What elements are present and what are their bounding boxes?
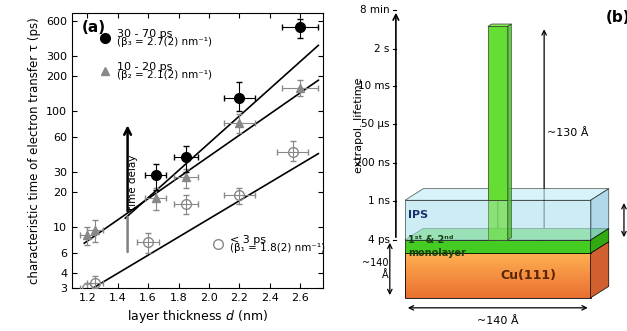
Bar bbox=[405, 200, 591, 240]
Bar bbox=[405, 264, 591, 265]
Bar bbox=[405, 254, 591, 256]
Text: ~10 Å: ~10 Å bbox=[510, 242, 545, 252]
Bar bbox=[405, 269, 591, 270]
Bar bbox=[405, 297, 591, 298]
Bar bbox=[405, 253, 591, 254]
Bar bbox=[488, 26, 508, 200]
Bar bbox=[405, 293, 591, 295]
Polygon shape bbox=[405, 242, 609, 253]
Bar bbox=[405, 291, 591, 292]
Bar bbox=[405, 275, 591, 277]
Polygon shape bbox=[591, 228, 609, 253]
Bar bbox=[405, 274, 591, 275]
Bar bbox=[405, 290, 591, 291]
Text: 30 - 70 ps: 30 - 70 ps bbox=[117, 29, 172, 39]
Y-axis label: characteristic time of electron transfer τ (ps): characteristic time of electron transfer… bbox=[28, 17, 41, 284]
Bar bbox=[405, 283, 591, 284]
Bar bbox=[405, 289, 591, 290]
Bar bbox=[405, 258, 591, 259]
Text: 10 ms: 10 ms bbox=[358, 81, 390, 91]
Text: 1ˢᵗ & 2ⁿᵈ
monolayer: 1ˢᵗ & 2ⁿᵈ monolayer bbox=[408, 235, 466, 258]
Bar bbox=[405, 268, 591, 269]
Bar bbox=[405, 262, 591, 263]
Bar bbox=[405, 260, 591, 261]
Text: 200 ns: 200 ns bbox=[355, 158, 390, 168]
Text: < 3 ps: < 3 ps bbox=[230, 235, 266, 245]
Bar bbox=[405, 282, 591, 283]
Bar bbox=[405, 284, 591, 286]
Bar bbox=[405, 253, 591, 298]
Bar bbox=[405, 256, 591, 257]
Text: (b): (b) bbox=[606, 10, 627, 25]
Bar bbox=[488, 200, 508, 240]
Text: ~140 Å: ~140 Å bbox=[477, 316, 519, 326]
Bar bbox=[405, 280, 591, 281]
Text: 2 s: 2 s bbox=[374, 44, 390, 54]
Bar bbox=[405, 292, 591, 293]
Polygon shape bbox=[405, 228, 609, 240]
Bar bbox=[405, 240, 591, 253]
Text: 50 μs: 50 μs bbox=[361, 119, 390, 129]
Bar bbox=[405, 278, 591, 279]
Bar bbox=[405, 263, 591, 264]
Text: ~130 Å: ~130 Å bbox=[547, 128, 589, 138]
Bar bbox=[405, 296, 591, 297]
Bar bbox=[405, 286, 591, 287]
Bar bbox=[405, 272, 591, 273]
Text: Cu(111): Cu(111) bbox=[500, 269, 556, 282]
Polygon shape bbox=[405, 189, 609, 200]
Bar bbox=[405, 277, 591, 278]
Bar bbox=[405, 265, 591, 267]
Bar bbox=[405, 267, 591, 268]
Bar bbox=[405, 273, 591, 274]
Text: 1 ns: 1 ns bbox=[368, 196, 390, 206]
Bar bbox=[405, 281, 591, 282]
Text: IPS: IPS bbox=[408, 210, 428, 220]
Bar bbox=[405, 270, 591, 271]
Text: ~140
Å: ~140 Å bbox=[362, 258, 388, 280]
Text: (a): (a) bbox=[82, 20, 106, 35]
Text: 10 - 20 ps: 10 - 20 ps bbox=[117, 62, 172, 72]
Text: time delay: time delay bbox=[128, 155, 138, 211]
Bar bbox=[405, 261, 591, 262]
Text: 4 ps: 4 ps bbox=[368, 235, 390, 245]
Bar bbox=[405, 287, 591, 288]
Bar bbox=[405, 288, 591, 289]
Text: (β₃ = 2.7(2) nm⁻¹): (β₃ = 2.7(2) nm⁻¹) bbox=[117, 37, 213, 47]
Bar bbox=[405, 279, 591, 280]
Text: 8 min: 8 min bbox=[360, 5, 390, 15]
Polygon shape bbox=[508, 24, 512, 240]
Text: (β₁ = 1.8(2) nm⁻¹): (β₁ = 1.8(2) nm⁻¹) bbox=[230, 243, 325, 253]
Bar bbox=[405, 257, 591, 258]
Text: (β₂ = 2.1(2) nm⁻¹): (β₂ = 2.1(2) nm⁻¹) bbox=[117, 70, 213, 80]
Polygon shape bbox=[591, 189, 609, 240]
X-axis label: layer thickness $d$ (nm): layer thickness $d$ (nm) bbox=[127, 308, 268, 325]
Bar bbox=[405, 271, 591, 272]
Polygon shape bbox=[591, 242, 609, 298]
Polygon shape bbox=[488, 24, 512, 26]
Bar bbox=[405, 259, 591, 260]
Text: extrapol. lifetime: extrapol. lifetime bbox=[354, 77, 364, 173]
Bar bbox=[405, 295, 591, 296]
